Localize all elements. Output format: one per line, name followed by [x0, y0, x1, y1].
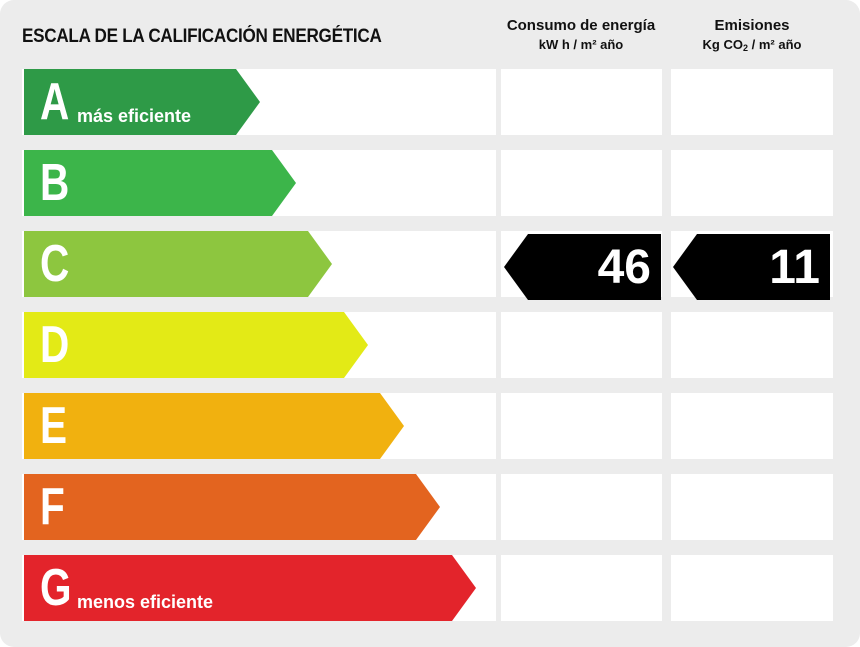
- class-arrow-shape-b: [24, 150, 296, 216]
- class-letter-a: A: [40, 73, 70, 131]
- emissions-unit-subscript: 2: [742, 43, 748, 53]
- emissions-cell-f: [671, 474, 833, 540]
- emissions-cell-d: [671, 312, 833, 378]
- emissions-value: 11: [769, 241, 820, 294]
- class-sublabel-g: menos eficiente: [77, 592, 214, 612]
- energy-value-marker: 46: [504, 234, 661, 300]
- emissions-unit-prefix: Kg CO: [702, 37, 743, 52]
- emissions-cell-a: [671, 69, 833, 135]
- energy-cell-g: [501, 555, 662, 621]
- emissions-cell-e: [671, 393, 833, 459]
- energy-column-unit: kW h / m² año: [538, 37, 624, 52]
- class-arrow-shape-a: [24, 69, 260, 135]
- class-arrow-shape-e: [24, 393, 404, 459]
- energy-cell-f: [501, 474, 662, 540]
- class-arrow-e: E: [24, 393, 404, 459]
- class-arrow-d: D: [24, 312, 368, 378]
- energy-column-title: Consumo de energía: [506, 17, 656, 34]
- energy-cell-d: [501, 312, 662, 378]
- energy-cell-a: [501, 69, 662, 135]
- class-arrow-shape-f: [24, 474, 440, 540]
- class-letter-c: C: [40, 235, 70, 293]
- class-letter-f: F: [40, 478, 65, 536]
- energy-cell-e: [501, 393, 662, 459]
- class-arrow-f: F: [24, 474, 440, 540]
- class-sublabel-a: más eficiente: [77, 106, 192, 126]
- emissions-unit-suffix: / m² año: [748, 37, 802, 52]
- class-arrow-shape-g: [24, 555, 476, 621]
- emissions-value-marker: 11: [673, 234, 830, 300]
- class-letter-b: B: [40, 154, 70, 212]
- class-letter-d: D: [40, 316, 70, 374]
- emissions-marker-shape: [673, 234, 830, 300]
- emissions-column-title: Emisiones: [714, 17, 790, 34]
- energy-marker-shape: [504, 234, 661, 300]
- energy-column-header: Consumo de energía kW h / m² año: [500, 16, 662, 54]
- class-arrow-c: C: [24, 231, 332, 297]
- emissions-column-unit: Kg CO2 / m² año: [670, 36, 834, 57]
- class-letter-g: G: [40, 559, 72, 617]
- class-arrow-shape-d: [24, 312, 368, 378]
- emissions-cell-g: [671, 555, 833, 621]
- energy-value: 46: [597, 241, 651, 294]
- label-title: ESCALA DE LA CALIFICACIÓN ENERGÉTICA: [22, 26, 382, 47]
- class-letter-e: E: [40, 397, 68, 455]
- emissions-cell-b: [671, 150, 833, 216]
- class-arrow-shape-c: [24, 231, 332, 297]
- emissions-column-header: Emisiones Kg CO2 / m² año: [670, 16, 834, 57]
- class-arrow-b: B: [24, 150, 296, 216]
- energy-cell-b: [501, 150, 662, 216]
